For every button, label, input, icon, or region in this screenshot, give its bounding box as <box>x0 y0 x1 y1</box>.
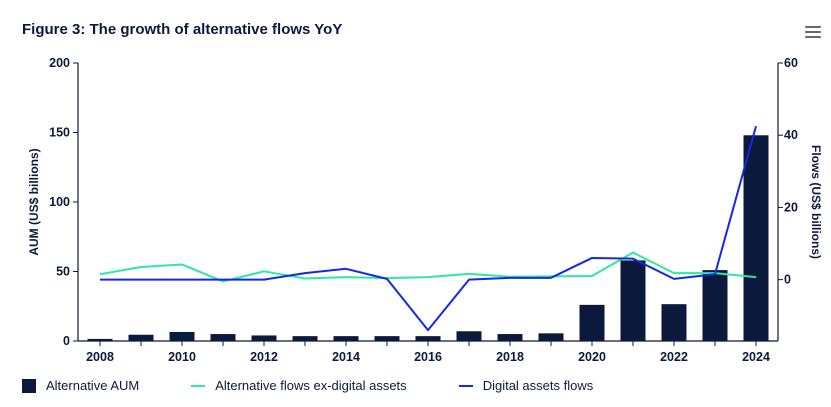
bar-alternative-aum <box>456 331 482 341</box>
legend-label: Alternative flows ex-digital assets <box>215 378 407 393</box>
chart-legend: Alternative AUM Alternative flows ex-digi… <box>22 378 645 393</box>
hamburger-menu-icon[interactable] <box>805 26 821 40</box>
left-tick-label: 50 <box>56 265 70 279</box>
x-tick-label: 2016 <box>414 350 442 364</box>
bar-alternative-aum <box>415 336 441 341</box>
x-tick-label: 2012 <box>250 350 278 364</box>
line-digital-assets-flows <box>100 125 757 332</box>
bar-alternative-aum <box>128 334 154 341</box>
legend-swatch <box>22 378 36 393</box>
bar-alternative-aum <box>87 338 113 341</box>
left-tick-label: 150 <box>49 126 70 140</box>
legend-label: Digital assets flows <box>482 378 594 393</box>
bar-alternative-aum <box>251 335 277 341</box>
right-tick-label: 20 <box>784 200 798 214</box>
right-axis-title: Flows (US$ billions) <box>809 145 823 259</box>
legend-label: Alternative AUM <box>46 378 140 393</box>
bar-alternative-aum <box>661 304 687 341</box>
bar-alternative-aum <box>210 334 236 341</box>
chart-title: Figure 3: The growth of alternative flow… <box>22 21 343 38</box>
legend-swatch <box>458 384 473 387</box>
bar-alternative-aum <box>169 331 195 341</box>
right-tick-label: 60 <box>784 56 798 70</box>
line-alternative-flows-ex-digital-assets <box>99 251 757 283</box>
right-tick-label: 40 <box>784 128 798 142</box>
right-tick-label: 0 <box>784 273 791 287</box>
x-tick-label: 2020 <box>578 350 606 364</box>
bar-alternative-aum <box>497 334 523 341</box>
bar-alternative-aum <box>374 336 400 341</box>
bar-alternative-aum <box>333 336 359 341</box>
x-tick-label: 2022 <box>660 350 688 364</box>
legend-item[interactable]: Alternative AUM <box>22 378 139 393</box>
legend-item[interactable]: Alternative flows ex-digital assets <box>191 378 407 393</box>
x-tick-label: 2018 <box>496 350 524 364</box>
chart-area: 0 50 100 150 200 0 20 40 60 2008 2010 2012 2014 2016 2… <box>27 56 823 364</box>
x-tick-label: 2024 <box>742 350 770 364</box>
bar-alternative-aum <box>579 304 605 341</box>
x-tick-label: 2010 <box>168 350 196 364</box>
left-tick-label: 0 <box>63 334 70 348</box>
left-tick-label: 100 <box>49 195 70 209</box>
bar-alternative-aum <box>292 336 318 341</box>
x-tick-label: 2008 <box>86 350 114 364</box>
legend-swatch <box>191 384 206 387</box>
left-tick-label: 200 <box>49 56 70 70</box>
bar-alternative-aum <box>620 260 646 341</box>
bar-alternative-aum <box>743 135 769 341</box>
bar-alternative-aum <box>702 270 728 341</box>
left-axis-title: AUM (US$ billions) <box>27 148 41 255</box>
legend-item[interactable]: Digital assets flows <box>458 378 594 393</box>
bar-alternative-aum <box>538 333 564 341</box>
x-tick-label: 2014 <box>332 350 360 364</box>
